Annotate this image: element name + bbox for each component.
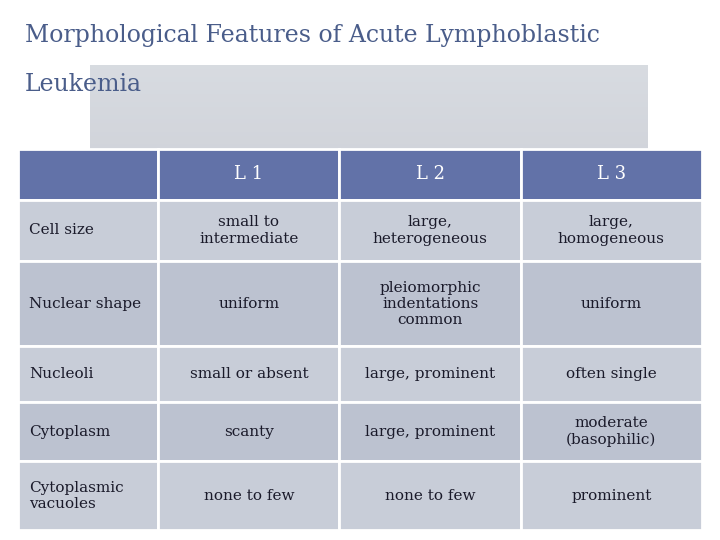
Text: Cytoplasmic
vacuoles: Cytoplasmic vacuoles xyxy=(29,481,123,511)
Text: large, prominent: large, prominent xyxy=(365,424,495,438)
Text: Nuclear shape: Nuclear shape xyxy=(29,297,141,310)
Text: none to few: none to few xyxy=(385,489,475,503)
Text: Nucleoli: Nucleoli xyxy=(29,367,93,381)
Text: Cytoplasm: Cytoplasm xyxy=(29,424,110,438)
Text: small or absent: small or absent xyxy=(189,367,308,381)
Text: large, prominent: large, prominent xyxy=(365,367,495,381)
Text: uniform: uniform xyxy=(218,297,279,310)
Text: often single: often single xyxy=(566,367,657,381)
Text: L 2: L 2 xyxy=(415,165,445,183)
Text: small to
intermediate: small to intermediate xyxy=(199,215,299,246)
Text: large,
heterogeneous: large, heterogeneous xyxy=(373,215,487,246)
Text: pleiomorphic
indentations
common: pleiomorphic indentations common xyxy=(379,281,481,327)
Text: large,
homogeneous: large, homogeneous xyxy=(558,215,665,246)
Text: uniform: uniform xyxy=(581,297,642,310)
Text: L 1: L 1 xyxy=(234,165,264,183)
Text: prominent: prominent xyxy=(571,489,652,503)
Text: none to few: none to few xyxy=(204,489,294,503)
Text: Cell size: Cell size xyxy=(29,224,94,238)
Text: Leukemia: Leukemia xyxy=(25,73,142,96)
Text: Morphological Features of Acute Lymphoblastic: Morphological Features of Acute Lymphobl… xyxy=(25,24,600,48)
Text: moderate
(basophilic): moderate (basophilic) xyxy=(566,416,657,447)
Text: scanty: scanty xyxy=(224,424,274,438)
Text: L 3: L 3 xyxy=(597,165,626,183)
